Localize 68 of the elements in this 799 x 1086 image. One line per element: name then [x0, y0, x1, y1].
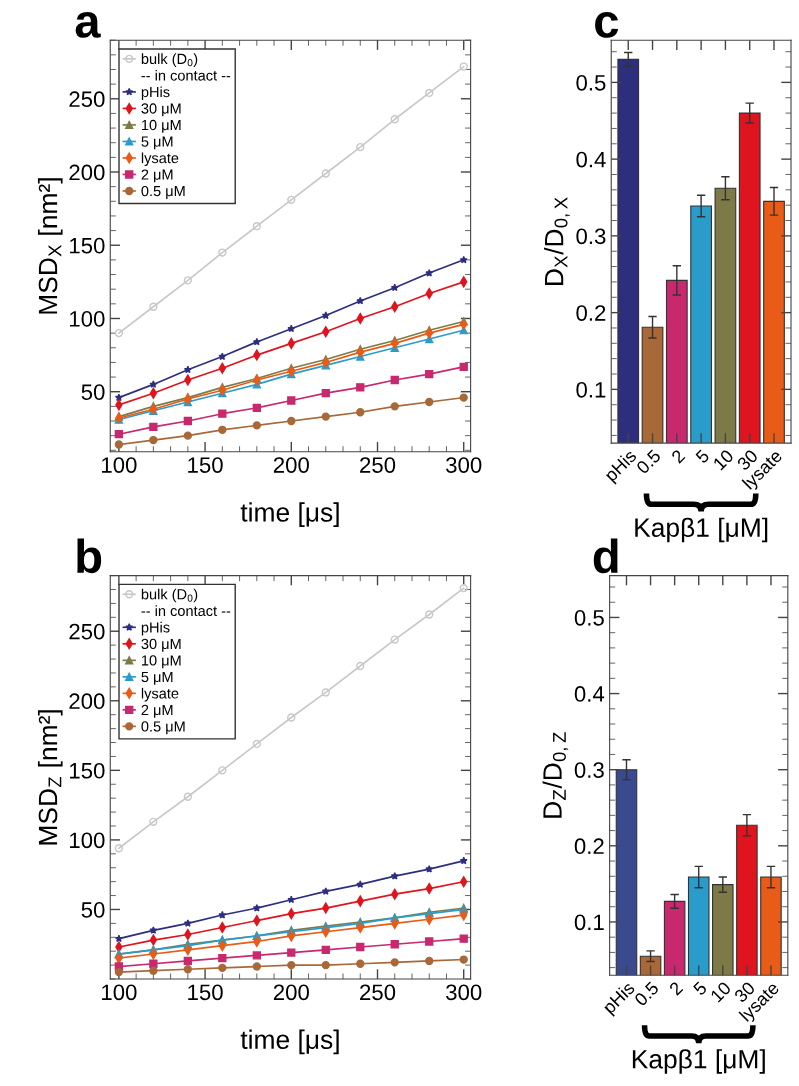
x-tick-label: 2 — [670, 448, 686, 464]
x-axis-title: Kapβ1 [μM] — [632, 1049, 765, 1074]
y-axis-title: MSD$_{X}$ [nm²] — [37, 178, 63, 314]
x-tick-label: 100 — [102, 984, 137, 1001]
x-tick-label: 150 — [188, 457, 223, 473]
chart-title: d — [593, 538, 618, 574]
legend-label: pHis — [141, 621, 170, 636]
legend-label: 5 μM — [141, 136, 173, 150]
y-tick-label: 0.5 — [576, 74, 606, 91]
x-tick-label: 0.5 — [633, 980, 660, 1007]
legend-label: bulk (D$_{0}$) — [141, 53, 198, 67]
legend-label: 2 μM — [141, 704, 173, 718]
x-tick-label: 200 — [273, 984, 309, 1001]
x-axis-title: time [μs] — [240, 502, 339, 527]
legend-label: 30 μM — [141, 638, 181, 652]
y-tick-label: 0.2 — [576, 305, 606, 321]
chart-title: a — [75, 11, 101, 38]
x-tick-label: 300 — [446, 984, 482, 1001]
y-tick-label: 100 — [70, 832, 105, 849]
y-tick-label: 100 — [70, 311, 105, 327]
y-tick-label: 250 — [69, 91, 105, 108]
y-axis-title: D$_{X}$/D$_{0,X}$ — [544, 197, 570, 285]
x-axis-title: Kapβ1 [μM] — [635, 517, 768, 543]
legend-label: 30 μM — [141, 103, 181, 117]
legend-label: lysate — [141, 687, 179, 702]
y-tick-label: 0.3 — [574, 762, 604, 778]
x-tick-label: 300 — [446, 457, 482, 473]
y-tick-label: 150 — [70, 762, 105, 779]
x-tick-label: 100 — [102, 457, 137, 473]
legend-label: 10 μM — [142, 655, 181, 669]
x-tick-label: 150 — [188, 984, 223, 1001]
x-axis-title: time [μs] — [240, 1029, 339, 1055]
legend-label: lysate — [141, 152, 179, 167]
y-tick-label: 0.1 — [576, 381, 606, 398]
x-tick-label: 250 — [360, 457, 396, 473]
legend-label: 0.5 μM — [141, 721, 185, 735]
x-tick-label: 5 — [695, 448, 710, 464]
annotation: -- in contact -- — [141, 605, 231, 617]
y-tick-label: 200 — [69, 693, 105, 710]
y-tick-label: 50 — [81, 902, 105, 918]
chart-title: b — [77, 538, 102, 574]
y-tick-label: 0.4 — [574, 686, 605, 702]
chart-title: c — [595, 11, 619, 38]
x-tick-label: 250 — [360, 984, 396, 1001]
y-tick-label: 250 — [69, 623, 105, 640]
x-tick-label: 0.5 — [635, 448, 662, 475]
y-tick-label: 50 — [81, 384, 105, 400]
x-tick-label: 10 — [712, 448, 735, 471]
legend-label: pHis — [141, 86, 170, 101]
y-tick-label: 0.2 — [574, 838, 604, 855]
legend-label: 2 μM — [141, 169, 173, 183]
x-tick-label: 2 — [668, 981, 684, 996]
legend-label: bulk (D$_{0}$) — [141, 588, 198, 603]
y-tick-label: 0.3 — [576, 228, 606, 245]
y-axis-title: MSD$_{Z}$ [nm²] — [37, 710, 63, 845]
y-tick-label: 0.1 — [574, 914, 604, 931]
legend-label: 10 μM — [142, 119, 181, 133]
y-tick-label: 200 — [69, 164, 105, 181]
legend-label: 0.5 μM — [141, 185, 185, 199]
y-tick-label: 150 — [70, 237, 105, 254]
y-tick-label: 0.4 — [576, 151, 606, 168]
x-tick-label: 10 — [709, 980, 732, 1003]
legend-label: 5 μM — [141, 671, 173, 685]
y-tick-label: 0.5 — [574, 609, 604, 626]
x-tick-label: 5 — [692, 981, 708, 997]
y-axis-title: D$_{Z}$/D$_{0,Z}$ — [542, 732, 569, 818]
x-tick-label: 200 — [273, 457, 309, 473]
annotation: -- in contact -- — [141, 69, 231, 81]
